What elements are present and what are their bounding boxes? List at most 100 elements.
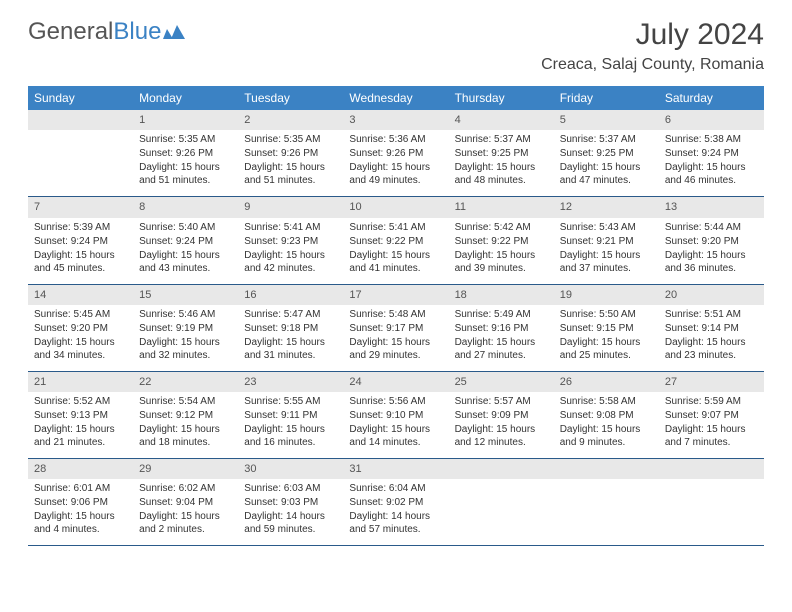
month-title: July 2024 — [541, 18, 764, 52]
sunrise-text: Sunrise: 5:45 AM — [34, 308, 127, 321]
day-body: Sunrise: 5:56 AMSunset: 9:10 PMDaylight:… — [343, 392, 448, 458]
daylight-text: Daylight: 15 hours and 43 minutes. — [139, 249, 232, 275]
sunrise-text: Sunrise: 5:35 AM — [139, 133, 232, 146]
day-cell: 3Sunrise: 5:36 AMSunset: 9:26 PMDaylight… — [343, 110, 448, 197]
day-cell: 5Sunrise: 5:37 AMSunset: 9:25 PMDaylight… — [554, 110, 659, 197]
title-block: July 2024 Creaca, Salaj County, Romania — [541, 18, 764, 74]
day-body: Sunrise: 6:04 AMSunset: 9:02 PMDaylight:… — [343, 479, 448, 545]
day-cell: 23Sunrise: 5:55 AMSunset: 9:11 PMDayligh… — [238, 371, 343, 458]
logo-icon — [163, 23, 185, 41]
day-cell: 10Sunrise: 5:41 AMSunset: 9:22 PMDayligh… — [343, 197, 448, 284]
day-cell — [659, 459, 764, 546]
day-body: Sunrise: 5:40 AMSunset: 9:24 PMDaylight:… — [133, 218, 238, 284]
day-number: 1 — [133, 110, 238, 130]
sunset-text: Sunset: 9:18 PM — [244, 322, 337, 335]
sunrise-text: Sunrise: 5:43 AM — [560, 221, 653, 234]
sunset-text: Sunset: 9:25 PM — [455, 147, 548, 160]
day-number: 11 — [449, 197, 554, 217]
sunset-text: Sunset: 9:24 PM — [665, 147, 758, 160]
day-number: 22 — [133, 372, 238, 392]
day-body: Sunrise: 5:41 AMSunset: 9:23 PMDaylight:… — [238, 218, 343, 284]
day-body: Sunrise: 5:59 AMSunset: 9:07 PMDaylight:… — [659, 392, 764, 458]
sunset-text: Sunset: 9:22 PM — [455, 235, 548, 248]
sunrise-text: Sunrise: 5:49 AM — [455, 308, 548, 321]
day-body: Sunrise: 6:03 AMSunset: 9:03 PMDaylight:… — [238, 479, 343, 545]
day-number — [449, 459, 554, 479]
daylight-text: Daylight: 15 hours and 48 minutes. — [455, 161, 548, 187]
day-body: Sunrise: 5:57 AMSunset: 9:09 PMDaylight:… — [449, 392, 554, 458]
day-number: 29 — [133, 459, 238, 479]
daylight-text: Daylight: 15 hours and 18 minutes. — [139, 423, 232, 449]
sunrise-text: Sunrise: 5:37 AM — [560, 133, 653, 146]
sunset-text: Sunset: 9:25 PM — [560, 147, 653, 160]
sunset-text: Sunset: 9:24 PM — [139, 235, 232, 248]
sunrise-text: Sunrise: 5:55 AM — [244, 395, 337, 408]
day-body: Sunrise: 5:46 AMSunset: 9:19 PMDaylight:… — [133, 305, 238, 371]
sunset-text: Sunset: 9:21 PM — [560, 235, 653, 248]
daylight-text: Daylight: 15 hours and 12 minutes. — [455, 423, 548, 449]
weekday-header: Monday — [133, 86, 238, 110]
daylight-text: Daylight: 15 hours and 25 minutes. — [560, 336, 653, 362]
day-number: 9 — [238, 197, 343, 217]
sunrise-text: Sunrise: 5:46 AM — [139, 308, 232, 321]
sunset-text: Sunset: 9:12 PM — [139, 409, 232, 422]
header: GeneralBlue July 2024 Creaca, Salaj Coun… — [28, 18, 764, 74]
sunrise-text: Sunrise: 5:51 AM — [665, 308, 758, 321]
daylight-text: Daylight: 15 hours and 14 minutes. — [349, 423, 442, 449]
daylight-text: Daylight: 15 hours and 46 minutes. — [665, 161, 758, 187]
weekday-row: Sunday Monday Tuesday Wednesday Thursday… — [28, 86, 764, 110]
sunrise-text: Sunrise: 5:40 AM — [139, 221, 232, 234]
day-cell: 4Sunrise: 5:37 AMSunset: 9:25 PMDaylight… — [449, 110, 554, 197]
daylight-text: Daylight: 15 hours and 49 minutes. — [349, 161, 442, 187]
day-body — [554, 479, 659, 537]
sunset-text: Sunset: 9:24 PM — [34, 235, 127, 248]
day-body: Sunrise: 5:54 AMSunset: 9:12 PMDaylight:… — [133, 392, 238, 458]
daylight-text: Daylight: 15 hours and 2 minutes. — [139, 510, 232, 536]
day-cell: 1Sunrise: 5:35 AMSunset: 9:26 PMDaylight… — [133, 110, 238, 197]
sunrise-text: Sunrise: 6:04 AM — [349, 482, 442, 495]
day-cell: 15Sunrise: 5:46 AMSunset: 9:19 PMDayligh… — [133, 284, 238, 371]
day-number: 15 — [133, 285, 238, 305]
day-cell: 21Sunrise: 5:52 AMSunset: 9:13 PMDayligh… — [28, 371, 133, 458]
day-number: 23 — [238, 372, 343, 392]
sunset-text: Sunset: 9:04 PM — [139, 496, 232, 509]
day-number: 27 — [659, 372, 764, 392]
sunrise-text: Sunrise: 6:01 AM — [34, 482, 127, 495]
daylight-text: Daylight: 15 hours and 39 minutes. — [455, 249, 548, 275]
daylight-text: Daylight: 15 hours and 27 minutes. — [455, 336, 548, 362]
day-number — [659, 459, 764, 479]
daylight-text: Daylight: 15 hours and 45 minutes. — [34, 249, 127, 275]
daylight-text: Daylight: 15 hours and 9 minutes. — [560, 423, 653, 449]
calendar: Sunday Monday Tuesday Wednesday Thursday… — [28, 86, 764, 546]
sunrise-text: Sunrise: 5:48 AM — [349, 308, 442, 321]
sunrise-text: Sunrise: 5:41 AM — [244, 221, 337, 234]
sunset-text: Sunset: 9:20 PM — [665, 235, 758, 248]
sunrise-text: Sunrise: 5:44 AM — [665, 221, 758, 234]
sunrise-text: Sunrise: 5:50 AM — [560, 308, 653, 321]
day-number — [28, 110, 133, 130]
day-body: Sunrise: 5:39 AMSunset: 9:24 PMDaylight:… — [28, 218, 133, 284]
sunset-text: Sunset: 9:10 PM — [349, 409, 442, 422]
week-row: 28Sunrise: 6:01 AMSunset: 9:06 PMDayligh… — [28, 459, 764, 546]
day-cell — [554, 459, 659, 546]
logo: GeneralBlue — [28, 18, 185, 46]
sunset-text: Sunset: 9:14 PM — [665, 322, 758, 335]
day-cell: 14Sunrise: 5:45 AMSunset: 9:20 PMDayligh… — [28, 284, 133, 371]
sunrise-text: Sunrise: 5:39 AM — [34, 221, 127, 234]
daylight-text: Daylight: 15 hours and 4 minutes. — [34, 510, 127, 536]
sunset-text: Sunset: 9:26 PM — [139, 147, 232, 160]
sunrise-text: Sunrise: 5:38 AM — [665, 133, 758, 146]
sunrise-text: Sunrise: 6:03 AM — [244, 482, 337, 495]
weekday-header: Thursday — [449, 86, 554, 110]
day-cell — [28, 110, 133, 197]
day-body: Sunrise: 5:37 AMSunset: 9:25 PMDaylight:… — [449, 130, 554, 196]
day-number: 16 — [238, 285, 343, 305]
daylight-text: Daylight: 15 hours and 7 minutes. — [665, 423, 758, 449]
day-body: Sunrise: 5:38 AMSunset: 9:24 PMDaylight:… — [659, 130, 764, 196]
sunrise-text: Sunrise: 5:58 AM — [560, 395, 653, 408]
sunset-text: Sunset: 9:19 PM — [139, 322, 232, 335]
weekday-header: Friday — [554, 86, 659, 110]
sunrise-text: Sunrise: 5:35 AM — [244, 133, 337, 146]
sunset-text: Sunset: 9:26 PM — [349, 147, 442, 160]
day-body: Sunrise: 5:49 AMSunset: 9:16 PMDaylight:… — [449, 305, 554, 371]
